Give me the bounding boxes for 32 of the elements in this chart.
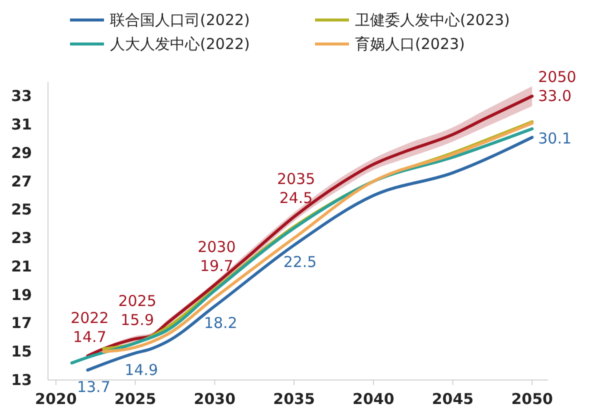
x-tick-label: 2035 — [273, 390, 315, 408]
annotation: 2030 19.7 — [198, 238, 236, 275]
y-tick-label: 25 — [11, 200, 32, 219]
y-tick-label: 33 — [11, 87, 32, 106]
x-tick-label: 2045 — [432, 390, 474, 408]
y-tick-label: 23 — [11, 229, 32, 248]
y-tick-label: 15 — [11, 342, 32, 361]
annotation: 22.5 — [283, 253, 317, 272]
x-tick-label: 2025 — [114, 390, 156, 408]
annotation: 30.1 — [538, 129, 572, 148]
y-tick-label: 27 — [11, 172, 32, 190]
y-tick-label: 13 — [11, 371, 32, 389]
legend-label: 卫健委人发中心(2023) — [355, 11, 510, 29]
y-tick-label: 17 — [11, 314, 32, 332]
x-tick-label: 2030 — [194, 390, 236, 408]
y-tick-label: 31 — [11, 116, 32, 134]
legend-label: 联合国人口司(2022) — [110, 11, 250, 29]
y-tick-label: 29 — [11, 144, 32, 162]
legend-label: 育娲人口(2023) — [355, 35, 465, 53]
y-tick-label: 21 — [11, 257, 32, 276]
annotation: 2035 24.5 — [276, 170, 316, 207]
annotation: 2025 15.9 — [118, 292, 156, 329]
legend-label: 人大人发中心(2022) — [110, 35, 250, 53]
annotation: 18.2 — [204, 314, 238, 332]
annotation: 2050 33.0 — [538, 68, 576, 106]
annotation: 13.7 — [76, 378, 110, 396]
x-tick-label: 2050 — [511, 390, 553, 408]
y-tick-label: 19 — [11, 286, 32, 304]
annotation: 2022 14.7 — [70, 308, 109, 346]
x-tick-label: 2040 — [352, 390, 394, 408]
x-tick-label: 2020 — [35, 390, 77, 408]
annotation: 14.9 — [124, 361, 158, 380]
